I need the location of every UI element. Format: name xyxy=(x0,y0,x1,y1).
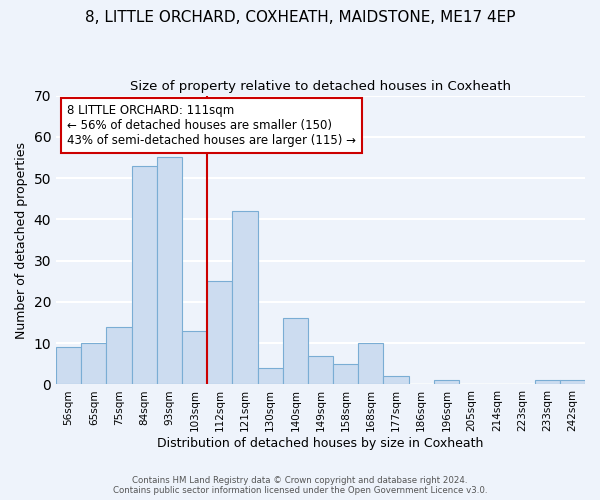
Bar xyxy=(283,318,308,384)
Bar xyxy=(535,380,560,384)
Title: Size of property relative to detached houses in Coxheath: Size of property relative to detached ho… xyxy=(130,80,511,93)
Bar xyxy=(56,348,81,385)
Bar xyxy=(232,211,257,384)
Bar xyxy=(81,343,106,384)
X-axis label: Distribution of detached houses by size in Coxheath: Distribution of detached houses by size … xyxy=(157,437,484,450)
Bar xyxy=(333,364,358,384)
Bar xyxy=(131,166,157,384)
Bar xyxy=(560,380,585,384)
Y-axis label: Number of detached properties: Number of detached properties xyxy=(15,142,28,338)
Bar xyxy=(434,380,459,384)
Bar xyxy=(182,331,207,384)
Bar xyxy=(207,282,232,385)
Bar xyxy=(383,376,409,384)
Bar xyxy=(106,326,131,384)
Text: 8, LITTLE ORCHARD, COXHEATH, MAIDSTONE, ME17 4EP: 8, LITTLE ORCHARD, COXHEATH, MAIDSTONE, … xyxy=(85,10,515,25)
Bar xyxy=(358,343,383,384)
Text: 8 LITTLE ORCHARD: 111sqm
← 56% of detached houses are smaller (150)
43% of semi-: 8 LITTLE ORCHARD: 111sqm ← 56% of detach… xyxy=(67,104,356,147)
Text: Contains HM Land Registry data © Crown copyright and database right 2024.
Contai: Contains HM Land Registry data © Crown c… xyxy=(113,476,487,495)
Bar xyxy=(308,356,333,384)
Bar xyxy=(157,158,182,384)
Bar xyxy=(257,368,283,384)
